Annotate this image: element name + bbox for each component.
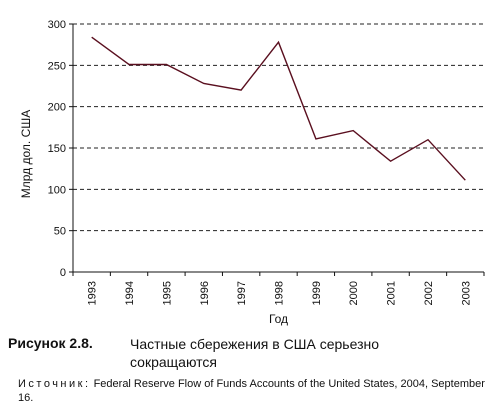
y-axis-title: Млрд дол. США	[19, 110, 33, 198]
figure-title: Частные сбережения в США серьезно сокращ…	[130, 336, 380, 370]
series-line	[91, 36, 466, 181]
x-tick-label: 1998	[274, 281, 286, 305]
x-tick-label: 1993	[87, 281, 99, 305]
x-tick-label: 1997	[236, 281, 248, 305]
y-tick-label: 100	[48, 184, 66, 196]
y-tick-label: 200	[48, 102, 66, 114]
tick-labels: 0 50 100 150 200 250 300 1993 1994 1995 1996 1997 19…	[48, 19, 473, 305]
x-tick-label: 1994	[124, 281, 136, 305]
x-tick-label: 2002	[423, 281, 435, 305]
x-tick-label: 2001	[386, 281, 398, 305]
y-tick-label: 150	[48, 143, 66, 155]
y-tick-label: 0	[60, 267, 66, 279]
figure-label: Рисунок 2.8.	[8, 335, 93, 351]
x-tick-label: 2000	[348, 281, 360, 305]
y-tick-label: 300	[48, 19, 66, 31]
axes	[69, 23, 485, 276]
source-note: Источник: Federal Reserve Flow of Funds …	[18, 377, 488, 405]
y-tick-label: 50	[54, 226, 66, 238]
x-tick-label: 1996	[199, 281, 211, 305]
source-text: Federal Reserve Flow of Funds Accounts o…	[18, 378, 485, 404]
x-tick-label: 1995	[161, 281, 173, 305]
x-axis-title: Год	[269, 312, 288, 326]
x-tick-label: 1999	[311, 281, 323, 305]
series-layer	[91, 36, 466, 181]
y-tick-label: 250	[48, 60, 66, 72]
grid-lines	[73, 23, 484, 232]
line-chart: 0 50 100 150 200 250 300 1993 1994 1995 1996 1997 19…	[19, 19, 485, 326]
source-label: Источник:	[18, 378, 91, 390]
x-tick-label: 2003	[460, 281, 472, 305]
